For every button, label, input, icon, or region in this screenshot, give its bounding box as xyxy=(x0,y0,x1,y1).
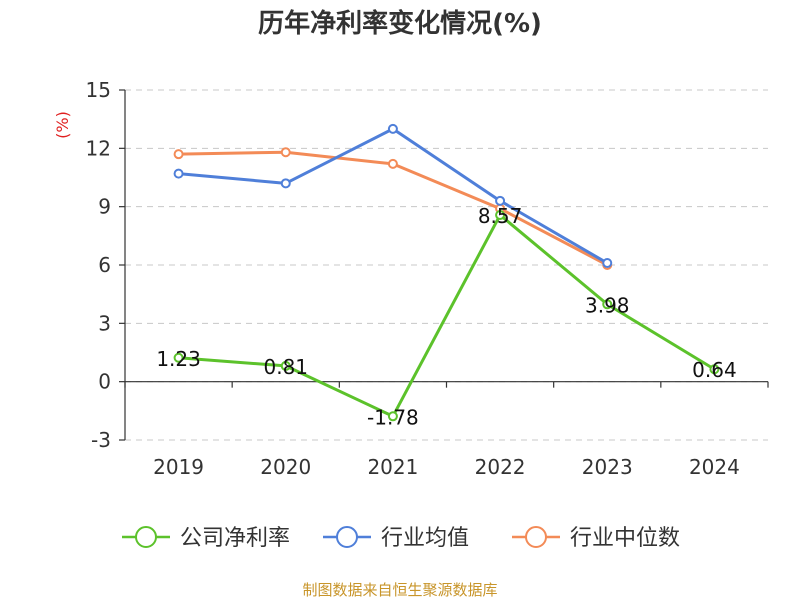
series-layer xyxy=(173,123,720,422)
legend-label: 行业均值 xyxy=(381,526,469,551)
data-point xyxy=(387,123,398,134)
data-label: 0.64 xyxy=(692,358,737,382)
y-tick-label: 3 xyxy=(98,311,111,335)
data-label: 8.57 xyxy=(478,204,523,228)
legend-label: 行业中位数 xyxy=(570,526,680,551)
data-point xyxy=(602,258,613,269)
y-tick-label: 9 xyxy=(98,195,111,219)
y-tick-label: -3 xyxy=(91,428,111,452)
data-point xyxy=(387,158,398,169)
x-tick-label: 2021 xyxy=(367,455,418,479)
data-point xyxy=(602,299,613,310)
data-point xyxy=(280,178,291,189)
data-label: 0.81 xyxy=(263,355,308,379)
data-point xyxy=(173,149,184,160)
chart-title: 历年净利率变化情况(%) xyxy=(258,8,542,39)
legend: 公司净利率 行业均值 行业中位数 xyxy=(122,526,680,551)
y-tick-label: 6 xyxy=(98,253,111,277)
x-tick-label: 2024 xyxy=(689,455,740,479)
y-tick-label: 15 xyxy=(86,78,111,102)
series-line xyxy=(178,150,608,267)
data-label: 3.98 xyxy=(585,293,630,317)
source-note: 制图数据来自恒生聚源数据库 xyxy=(302,581,497,599)
legend-marker xyxy=(135,526,157,548)
x-tick-label: 2023 xyxy=(582,455,633,479)
series-line xyxy=(178,127,609,265)
y-axis-label: (%) xyxy=(53,111,72,139)
data-labels: 1.23 0.81 -1.78 8.57 3.98 0.64 xyxy=(156,204,736,429)
data-point xyxy=(495,195,506,206)
axes: -3 0 3 6 9 12 15 2019 2020 2021 2022 2023 2024 xyxy=(86,78,769,479)
x-tick-label: 2020 xyxy=(260,455,311,479)
x-tick-label: 2019 xyxy=(153,455,204,479)
data-label: -1.78 xyxy=(367,405,419,429)
data-point xyxy=(173,168,184,179)
legend-label: 公司净利率 xyxy=(180,526,290,551)
data-point xyxy=(709,364,720,375)
data-point xyxy=(495,210,506,221)
legend-marker xyxy=(525,526,547,548)
series-line xyxy=(178,213,716,418)
data-point xyxy=(280,360,291,371)
data-point xyxy=(173,352,184,363)
data-label: 1.23 xyxy=(156,347,201,371)
y-tick-label: 0 xyxy=(98,370,111,394)
data-point xyxy=(387,411,398,422)
legend-marker xyxy=(336,526,358,548)
y-tick-label: 12 xyxy=(86,136,111,160)
data-point xyxy=(280,147,291,158)
x-tick-label: 2022 xyxy=(475,455,526,479)
